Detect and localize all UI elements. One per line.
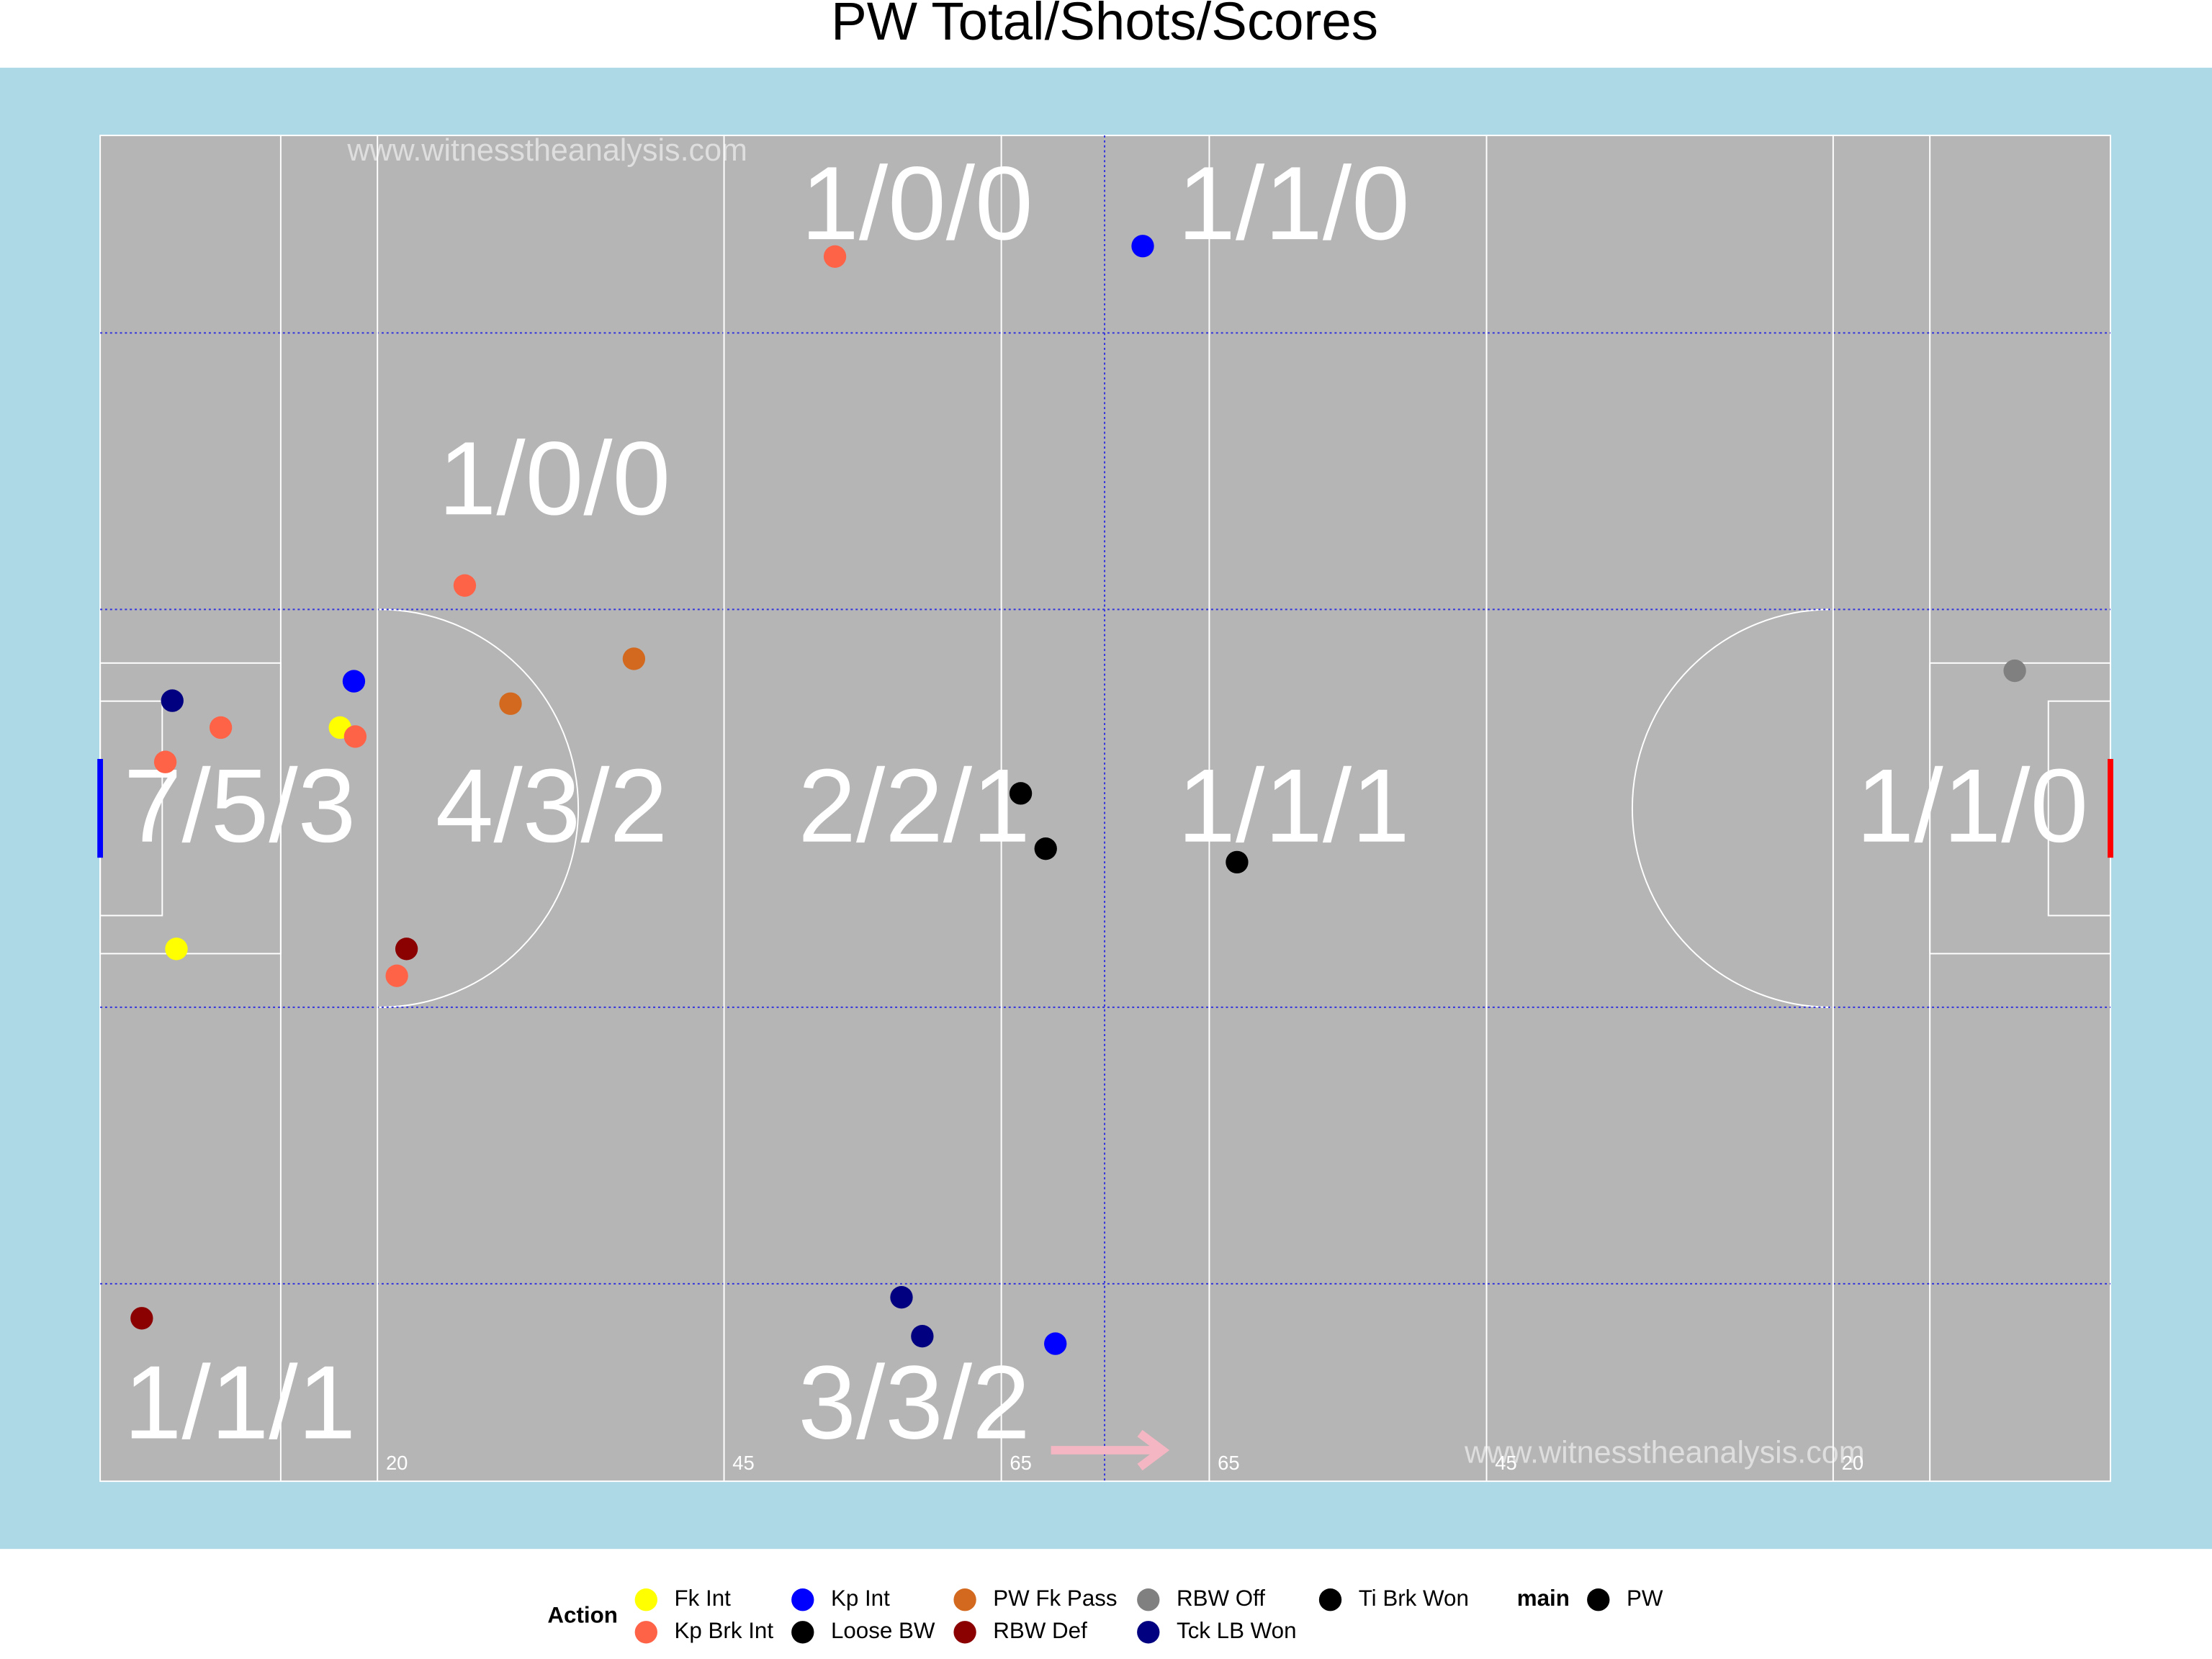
zone-label: 1/1/1 (1177, 747, 1409, 864)
zone-label: 4/3/2 (436, 747, 667, 864)
zone-label: 1/1/1 (124, 1344, 356, 1460)
legend-label: PW (1627, 1586, 1663, 1611)
point (1226, 850, 1249, 874)
point (1034, 837, 1057, 860)
point (161, 689, 184, 712)
legend-swatch (634, 1588, 657, 1611)
legend-label: Kp Brk Int (674, 1618, 773, 1643)
arc (1631, 608, 1832, 1008)
direction-arrow (1051, 1429, 1170, 1471)
point (385, 964, 408, 987)
legend-swatch (953, 1621, 976, 1644)
x-tick-label: 20 (1842, 1452, 1863, 1474)
legend-title: Action (547, 1603, 617, 1628)
point (2003, 659, 2026, 683)
point (1131, 235, 1154, 258)
arrow-head (1137, 1429, 1170, 1471)
legend-swatch (791, 1621, 814, 1644)
legend-swatch (1137, 1621, 1160, 1644)
x-tick-label: 65 (1218, 1452, 1239, 1474)
legend-swatch (634, 1621, 657, 1644)
point (1044, 1332, 1067, 1355)
legend-label: PW Fk Pass (993, 1586, 1117, 1611)
point (343, 725, 367, 748)
x-tick-label: 65 (1010, 1452, 1031, 1474)
point (911, 1325, 934, 1348)
legend-label: Kp Int (831, 1586, 890, 1611)
legend-label: Ti Brk Won (1359, 1586, 1469, 1611)
watermark: www.witnesstheanalysis.com (1464, 1435, 1865, 1470)
zone-label: 2/2/1 (798, 747, 1030, 864)
point (499, 692, 522, 715)
point (209, 716, 233, 739)
legend-label: Tck LB Won (1177, 1618, 1297, 1643)
x-tick-label: 45 (732, 1452, 754, 1474)
point (165, 938, 188, 961)
zone-lines (100, 135, 2110, 1482)
legend-swatch (1318, 1588, 1342, 1611)
legend-label: Loose BW (831, 1618, 935, 1643)
point (1009, 782, 1033, 805)
point (130, 1307, 153, 1330)
legend-swatch (791, 1588, 814, 1611)
point (890, 1286, 913, 1309)
goal (97, 759, 104, 858)
zone-label: 1/0/0 (439, 420, 670, 536)
zone-label: 1/1/0 (1177, 145, 1409, 261)
x-tick-label: 20 (386, 1452, 408, 1474)
arc (379, 608, 580, 1008)
point (622, 647, 646, 670)
point (153, 750, 177, 773)
zone-label: 1/1/0 (1856, 747, 2088, 864)
legend-swatch (1587, 1588, 1610, 1611)
legend-label: RBW Off (1177, 1586, 1265, 1611)
legend-swatch (1137, 1588, 1160, 1611)
point (342, 670, 366, 693)
legend-swatch (953, 1588, 976, 1611)
x-tick-label: 45 (1495, 1452, 1516, 1474)
point (453, 574, 477, 597)
point (395, 938, 418, 961)
legend-label: RBW Def (993, 1618, 1087, 1643)
zone-label: 1/0/0 (801, 145, 1033, 261)
legend-label: Fk Int (674, 1586, 731, 1611)
watermark: www.witnesstheanalysis.com (346, 133, 747, 168)
goal (2108, 759, 2113, 858)
zone-label: 3/3/2 (798, 1344, 1030, 1460)
point (823, 245, 847, 268)
legend-title: main (1517, 1586, 1570, 1611)
chart-title: PW Total/Shots/Scores (831, 0, 1378, 51)
